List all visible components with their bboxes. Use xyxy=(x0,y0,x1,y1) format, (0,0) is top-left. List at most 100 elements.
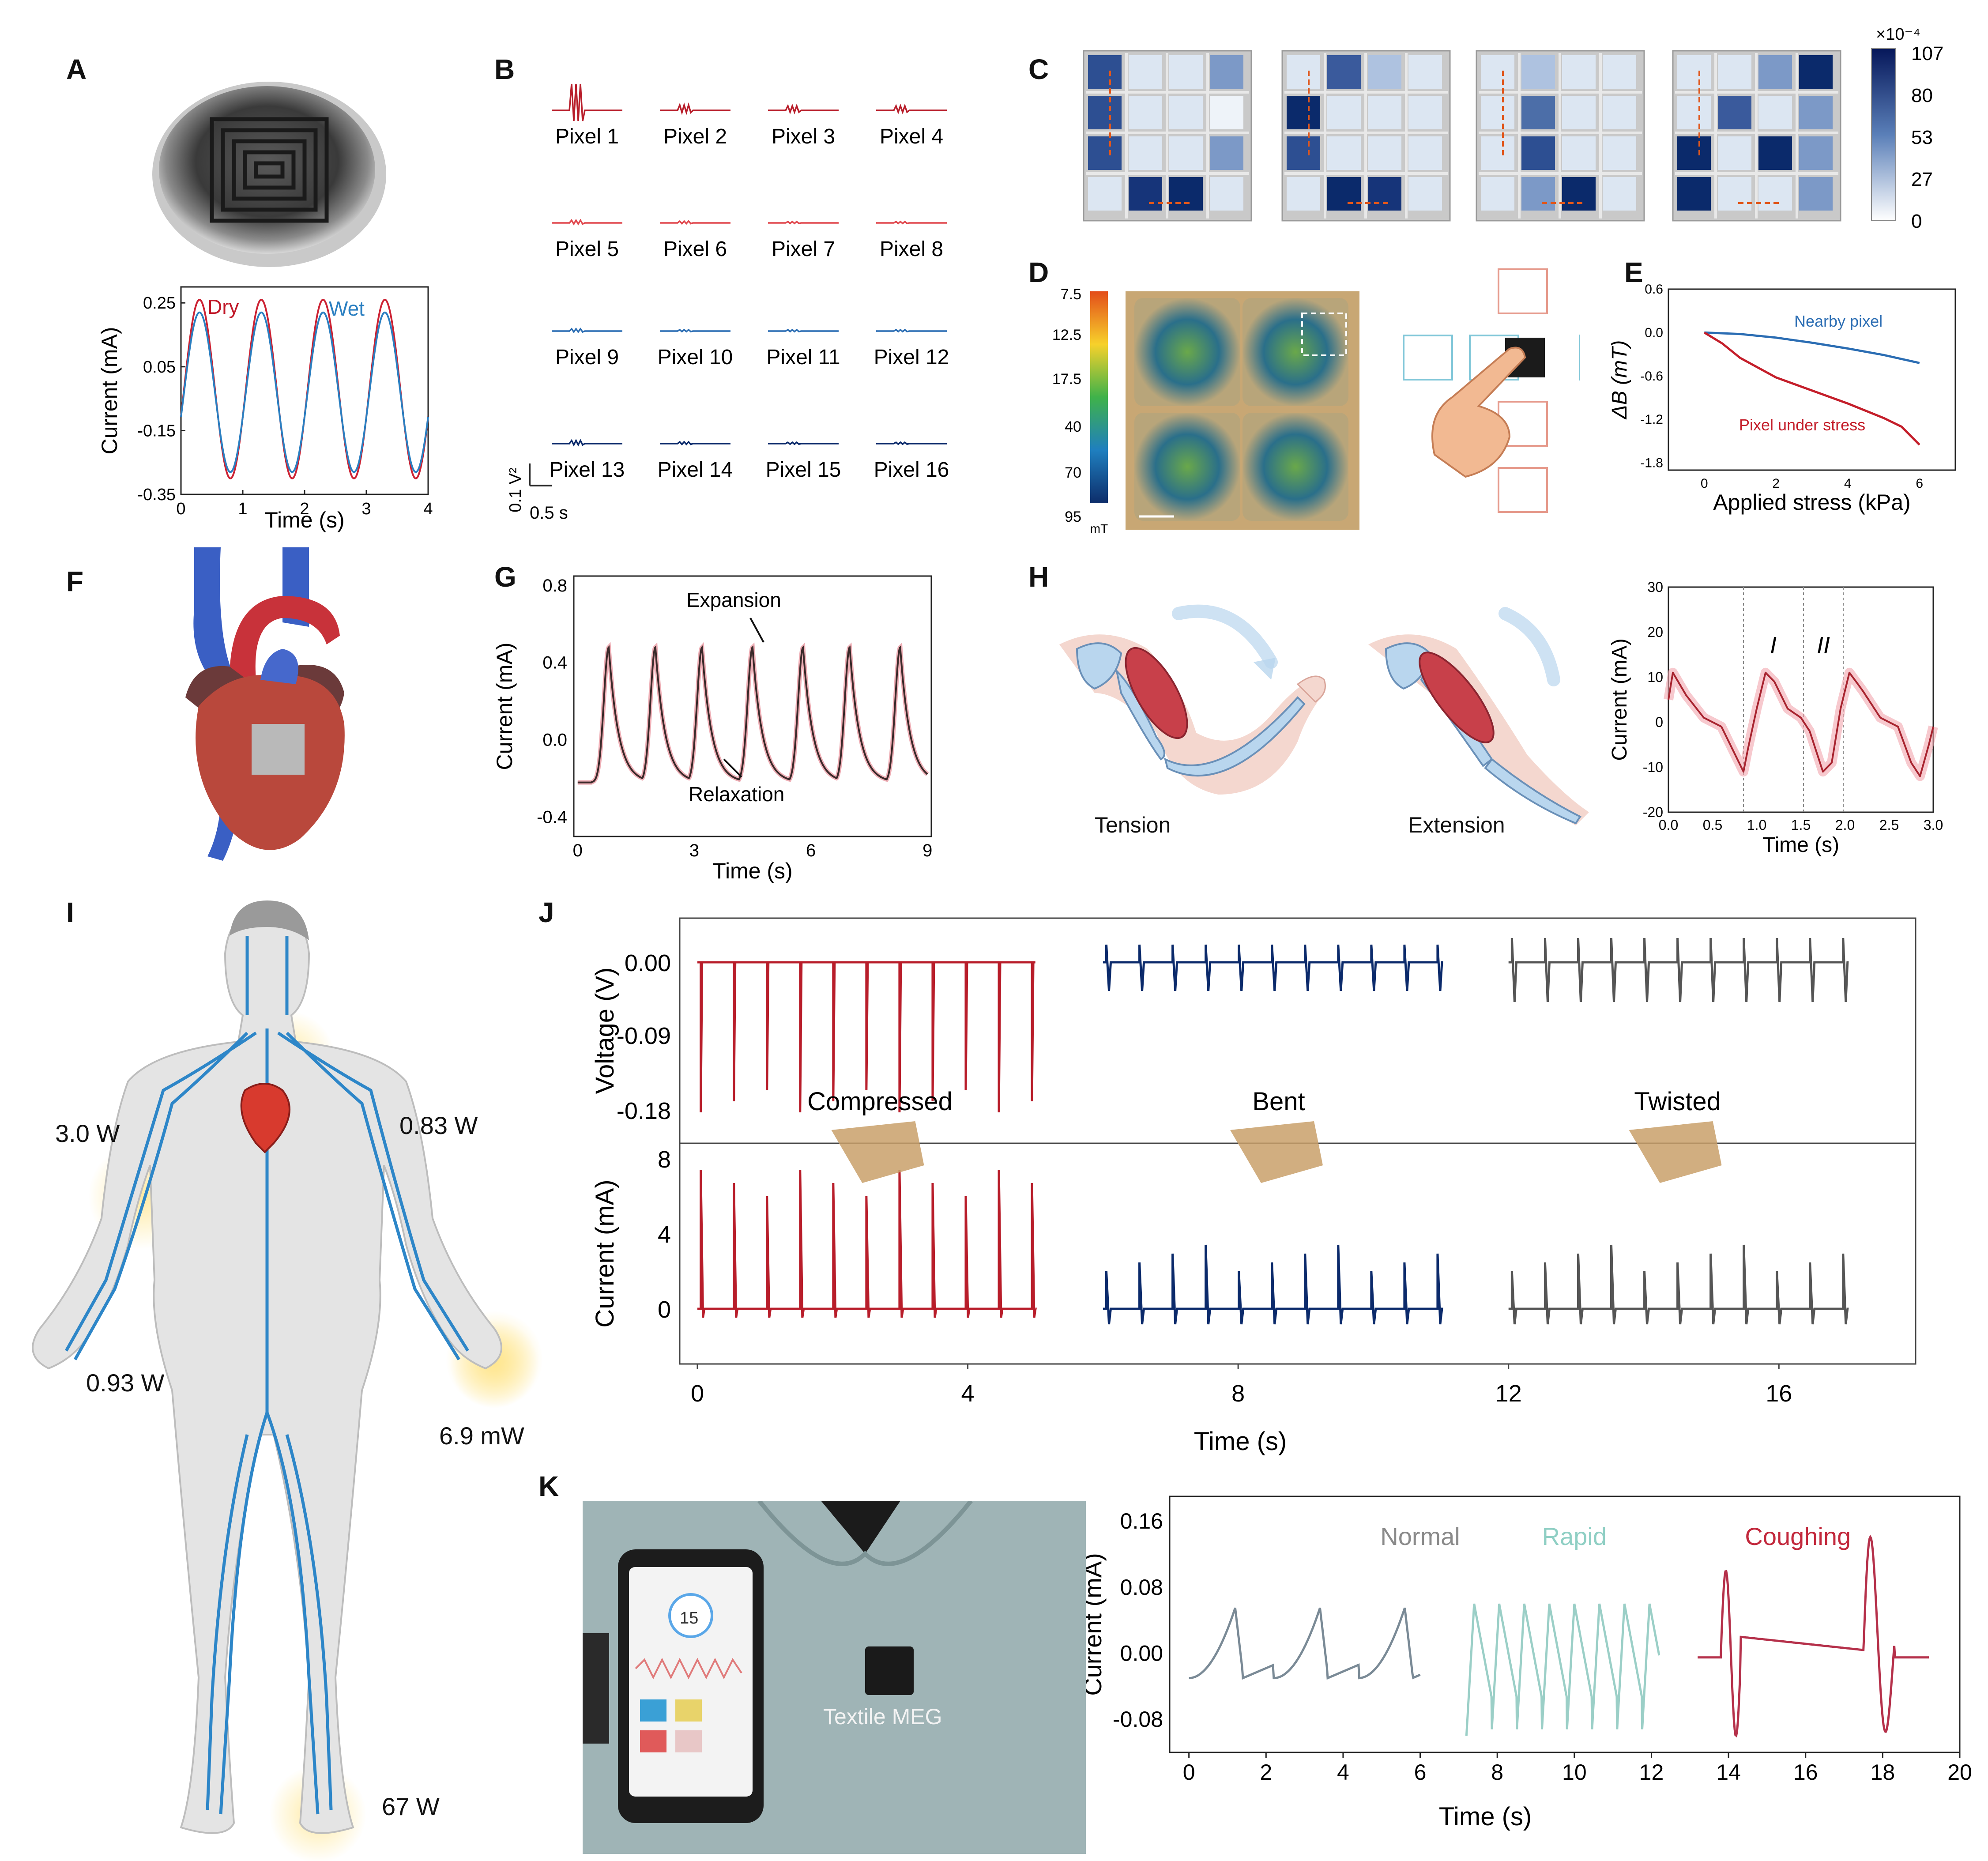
y-tick-label: 20 xyxy=(1647,624,1663,640)
expansion-label: Expansion xyxy=(686,588,781,611)
x-tick-label: 2.5 xyxy=(1879,817,1899,833)
panel-j-label: J xyxy=(538,897,554,928)
trace-line xyxy=(1668,671,1934,777)
y-tick-label: 0.16 xyxy=(1120,1509,1163,1533)
trace-band xyxy=(577,642,929,785)
power-foot: 67 W xyxy=(382,1793,440,1820)
pixel-cell xyxy=(1129,177,1162,211)
panel-k: K 15 Textile MEG 0 2 4 6 8 10 12 14 16 18 20 0.16 0.… xyxy=(538,1461,1988,1861)
rapid-trace xyxy=(1465,1603,1660,1736)
pixel-cell xyxy=(1287,136,1320,170)
pixel-label: Pixel 5 xyxy=(555,237,619,261)
y-tick-label: 0.4 xyxy=(542,653,567,673)
colorbar-tick: 27 xyxy=(1911,169,1933,190)
device-thumbnail xyxy=(1629,1121,1722,1183)
y-axis-label: ΔB (mT) xyxy=(1608,340,1631,420)
legend-stress: Pixel under stress xyxy=(1739,416,1865,434)
y-tick-label: -1.2 xyxy=(1640,412,1663,427)
y-axis-label: Current (mA) xyxy=(1608,638,1631,761)
x-tick-label: 3 xyxy=(689,841,699,860)
pixel-cell xyxy=(1408,177,1442,211)
pixel-cell xyxy=(1603,55,1636,89)
panel-g-label: G xyxy=(494,561,516,593)
x-axis-label: Time (s) xyxy=(1762,833,1839,857)
pixel-cell xyxy=(1758,136,1792,170)
pixel-cell xyxy=(1799,136,1833,170)
colorbar-tick: 0 xyxy=(1911,211,1922,232)
current-trace xyxy=(697,1169,1037,1318)
series-line xyxy=(1704,331,1920,364)
colorbar-tick: 70 xyxy=(1065,464,1081,481)
panel-b: B Pixel 1 Pixel 2 Pixel 3 Pixel 4 Pixel 5 Pix… xyxy=(477,0,989,547)
colorbar-tick: 53 xyxy=(1911,127,1933,148)
panel-j-frame xyxy=(679,917,1916,1365)
x-tick-label: 3 xyxy=(361,500,371,518)
expansion-arrow xyxy=(749,618,764,643)
pixel-cell xyxy=(1287,55,1320,89)
pixel-cell xyxy=(1169,177,1203,211)
x-axis-label: Time (s) xyxy=(1439,1802,1532,1831)
pixel-trace xyxy=(768,441,839,445)
x-tick-label: 0.5 xyxy=(1703,817,1722,833)
region-2-label: II xyxy=(1817,632,1830,659)
panel-i-label: I xyxy=(66,897,74,928)
panel-e: E 0 2 4 6 0.6 0.0 -0.6 -1.2 -1.8 Applied stress (… xyxy=(1580,247,1988,547)
y-tick-label: -10 xyxy=(1643,759,1663,775)
pixel-cell xyxy=(1088,55,1122,89)
coil xyxy=(1498,268,1548,314)
x-tick-label: 6 xyxy=(1916,476,1923,491)
pixel-label: Pixel 16 xyxy=(874,458,949,482)
colorbar-tick: 95 xyxy=(1065,509,1081,525)
pixel-cell xyxy=(1758,96,1792,129)
selected-pixel-box xyxy=(1301,313,1347,356)
panel-h-chart: 0.0 0.5 1.0 1.5 2.0 2.5 3.0 30 20 10 0 -10 -20 Time (… xyxy=(1608,579,1943,857)
pixel-cell xyxy=(1129,136,1162,170)
panel-e-chart: 0 2 4 6 0.6 0.0 -0.6 -1.2 -1.8 Applied stress (kP… xyxy=(1608,282,1956,515)
pixel-cell xyxy=(1129,96,1162,129)
pixel-trace xyxy=(768,328,839,333)
finger-hand xyxy=(1431,347,1526,478)
pixel-label: Pixel 14 xyxy=(658,458,733,482)
x-tick-label: 8 xyxy=(1491,1760,1503,1785)
pixel-cell xyxy=(1677,96,1711,129)
device-thumbnail xyxy=(831,1121,924,1183)
x-tick-label: 12 xyxy=(1495,1380,1522,1407)
y-tick-label-bottom: 8 xyxy=(658,1146,671,1173)
pixel-cell xyxy=(1481,177,1514,211)
y-tick-label-top: 0.00 xyxy=(625,950,671,976)
body-illustration xyxy=(32,900,543,1861)
pixel-cell xyxy=(1481,136,1514,170)
pixel-cell xyxy=(1327,55,1361,89)
panel-h: H Tension Extension 0.0 0.5 1.0 1.5 2.0 2.5 3.… xyxy=(989,547,1988,883)
x-tick-label: 1 xyxy=(238,500,247,518)
pixel-cell xyxy=(1799,96,1833,129)
pixel-trace xyxy=(552,327,622,334)
pixel-cell xyxy=(1677,177,1711,211)
mode-label: Normal xyxy=(1380,1522,1460,1550)
colorbar-exponent: ×10⁻⁴ xyxy=(1876,25,1920,44)
device-photo xyxy=(152,82,386,267)
y-tick-label: 10 xyxy=(1647,669,1663,685)
pixel-cell xyxy=(1677,136,1711,170)
x-tick-label: 2.0 xyxy=(1835,817,1855,833)
x-axis-label: Time (s) xyxy=(712,859,792,883)
pixel-cell xyxy=(1287,177,1320,211)
pixel-cell xyxy=(1799,55,1833,89)
state-label: Bent xyxy=(1252,1087,1305,1116)
x-tick-label: 18 xyxy=(1871,1760,1895,1785)
pixel-cell xyxy=(1799,177,1833,211)
x-tick-label: 16 xyxy=(1793,1760,1818,1785)
x-tick-label: 1.0 xyxy=(1747,817,1766,833)
textile-meg-photo xyxy=(583,1501,1086,1854)
heart-illustration xyxy=(185,547,345,861)
pixel-label: Pixel 3 xyxy=(772,125,835,148)
x-tick-label: 1.5 xyxy=(1791,817,1811,833)
x-tick-label: 16 xyxy=(1766,1380,1792,1407)
y-tick-label-top: -0.09 xyxy=(617,1023,671,1049)
panel-k-label: K xyxy=(538,1470,559,1502)
pixel-label: Pixel 9 xyxy=(555,346,619,369)
x-axis-label: Time (s) xyxy=(1194,1427,1287,1456)
pixel-cell xyxy=(1521,55,1555,89)
pixel-cell xyxy=(1368,177,1401,211)
